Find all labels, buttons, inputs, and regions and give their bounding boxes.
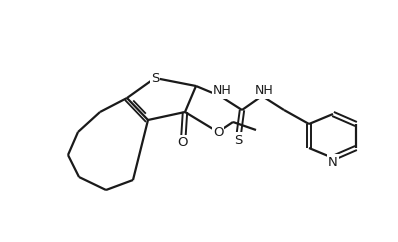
Text: O: O — [213, 126, 223, 138]
Text: N: N — [328, 156, 338, 168]
Text: S: S — [151, 71, 159, 84]
Text: NH: NH — [255, 84, 273, 98]
Text: O: O — [178, 136, 188, 150]
Text: S: S — [234, 134, 242, 146]
Text: NH: NH — [213, 84, 231, 98]
